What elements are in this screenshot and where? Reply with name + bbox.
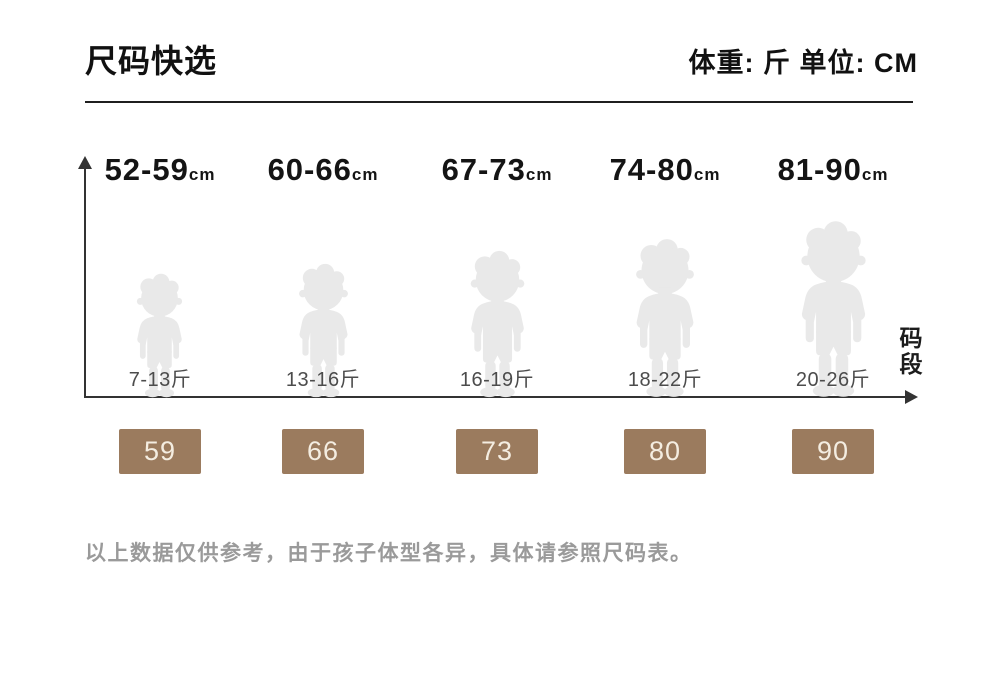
size-badge: 80: [624, 429, 706, 474]
height-range-value: 67-73: [441, 152, 526, 187]
weight-range-label: 16-19斤: [459, 369, 535, 391]
height-range-unit: cm: [188, 165, 216, 184]
height-range-label: 74-80cm: [565, 152, 765, 188]
units-note: 体重: 斤 单位: CM: [688, 48, 918, 78]
y-axis-arrow-icon: [78, 156, 92, 169]
height-range-label: 60-66cm: [223, 152, 423, 188]
x-axis-arrow-icon: [905, 390, 918, 404]
size-badge: 90: [792, 429, 874, 474]
height-range-unit: cm: [693, 165, 721, 184]
size-badge: 73: [456, 429, 538, 474]
y-axis-line: [84, 168, 86, 398]
weight-range-label: 20-26斤: [795, 369, 871, 391]
disclaimer-note: 以上数据仅供参考，由于孩子体型各异，具体请参照尺码表。: [85, 542, 693, 565]
weight-range-label: 13-16斤: [285, 369, 361, 391]
height-range-value: 74-80: [609, 152, 694, 187]
height-range-label: 67-73cm: [397, 152, 597, 188]
height-range-unit: cm: [351, 165, 379, 184]
height-range-value: 52-59: [104, 152, 189, 187]
height-range-label: 52-59cm: [60, 152, 260, 188]
weight-range-label: 18-22斤: [627, 369, 703, 391]
height-range-label: 81-90cm: [733, 152, 933, 188]
size-badge: 66: [282, 429, 364, 474]
height-range-value: 60-66: [267, 152, 352, 187]
x-axis-line: [85, 396, 909, 398]
height-range-unit: cm: [861, 165, 889, 184]
page-title: 尺码快选: [85, 43, 218, 79]
header-divider: [85, 101, 913, 103]
size-badge: 59: [119, 429, 201, 474]
x-axis-label: 码段: [896, 326, 922, 378]
height-range-unit: cm: [525, 165, 553, 184]
height-range-value: 81-90: [777, 152, 862, 187]
weight-range-label: 7-13斤: [128, 369, 192, 391]
